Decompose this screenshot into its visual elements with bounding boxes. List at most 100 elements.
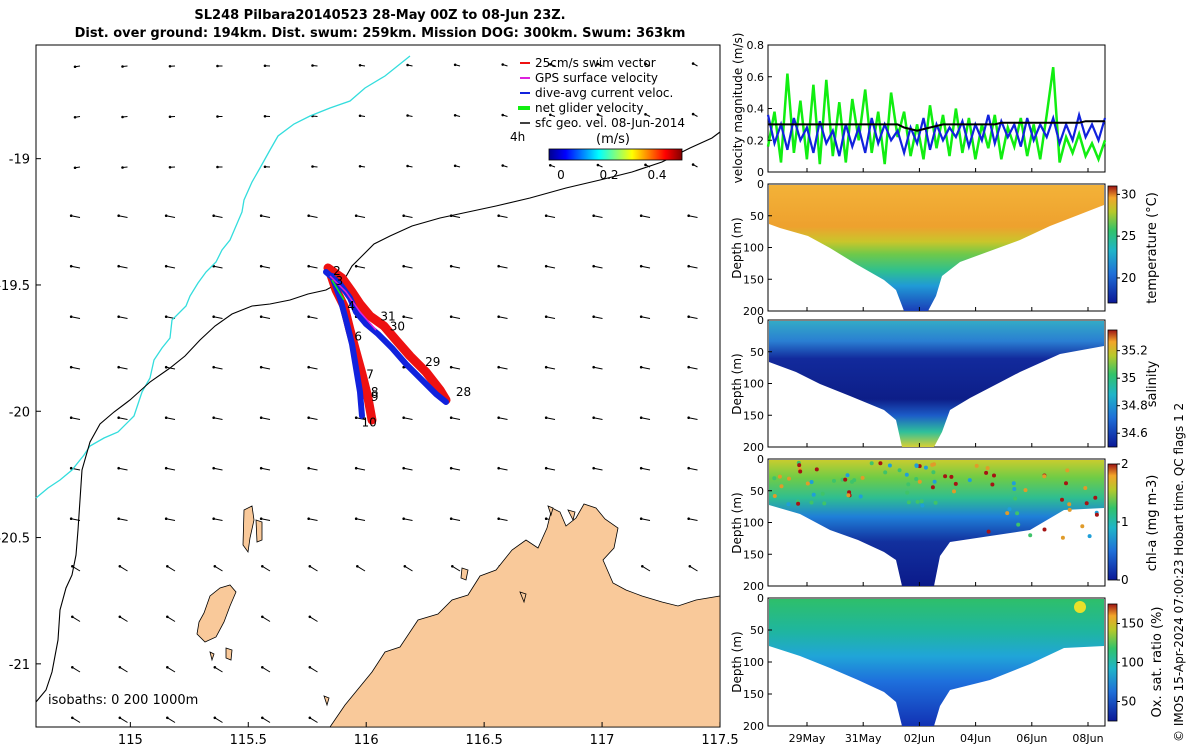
depth-tick-label: 200: [743, 720, 764, 733]
sfc-geo-arrow: [308, 316, 318, 319]
sfc-geo-arrow: [593, 265, 603, 269]
chla-sample-dot: [914, 477, 919, 481]
sfc-geo-arrow: [167, 616, 176, 622]
depth-tick-label: 0: [757, 453, 764, 466]
legend-note-4h: 4h: [510, 130, 525, 144]
sfc-geo-arrowhead: [117, 416, 120, 420]
sfc-geo-arrow: [72, 666, 81, 673]
map-x-axis: 115 115.5 116 116.5 117 117.5: [118, 722, 739, 748]
sfc-geo-arrowhead: [358, 63, 362, 67]
chla-sample-dot: [930, 462, 935, 467]
colorbar-tick-label: 25: [1121, 229, 1136, 243]
chla-sample-dot: [923, 465, 928, 470]
sfc-geo-arrow: [688, 467, 698, 471]
sfc-geo-arrowhead: [121, 65, 124, 68]
time-tick-label: 06Jun: [1016, 732, 1047, 745]
sfc-geo-arrowhead: [449, 517, 453, 521]
legend-item-swim: 25cm/s swim vector: [520, 56, 656, 70]
legend-label-gps: GPS surface velocity: [535, 71, 658, 85]
chla-sample-dot: [809, 480, 814, 484]
chla-sample-dot: [805, 481, 810, 486]
chla-sample-dot: [917, 479, 922, 484]
sfc-geo-arrow: [309, 717, 318, 723]
chla-samples: [772, 460, 1099, 540]
chla-sample-dot: [811, 492, 816, 497]
chla-sample-dot: [1042, 474, 1047, 479]
depth-tick-label: 50: [750, 346, 764, 359]
sfc-geo-arrowhead: [592, 466, 595, 470]
sfc-geo-arrow: [118, 467, 128, 471]
temperature-panel: Depth (m) 0 50 100 150 200 20 25 30 temperatur…: [730, 178, 1160, 318]
sfc-geo-arrow: [261, 417, 271, 420]
sfc-geo-arrow: [498, 366, 508, 370]
temperature-colorbar: [1107, 185, 1118, 304]
chla-sample-dot: [1011, 481, 1016, 486]
depth-tick-label: 200: [743, 441, 764, 454]
sfc-geo-arrowhead: [213, 716, 217, 720]
temperature-colorbar-label: temperature (°C): [1145, 192, 1160, 304]
sfc-geo-arrowhead: [166, 716, 169, 720]
sfc-geo-arrowhead: [118, 615, 122, 619]
sfc-geo-arrow: [213, 467, 223, 471]
velocity-y-tick-label: 0.2: [747, 134, 765, 147]
sfc-geo-arrowhead: [639, 517, 643, 521]
chla-colorbar-ticks: 0 1 2: [1117, 457, 1129, 587]
legend-label-net: net glider velocity: [535, 101, 643, 115]
colorbar-tick-label: 35: [1121, 371, 1136, 385]
legend-label-sfc-geo: sfc geo. vel. 08-Jun-2014: [535, 116, 685, 130]
chla-sample-dot: [787, 476, 791, 481]
salinity-colorbar-ticks: 34.6 34.8 35 35.2: [1117, 344, 1148, 440]
sfc-geo-arrowhead: [259, 315, 263, 319]
land-barrow-island: [196, 584, 237, 643]
sfc-geo-arrowhead: [307, 416, 310, 420]
sfc-geo-arrow: [118, 417, 128, 420]
sfc-geo-arrowhead: [544, 264, 548, 268]
sfc-geo-arrowhead: [118, 564, 122, 568]
sfc-geo-arrowhead: [592, 416, 595, 420]
sfc-geo-arrow: [546, 316, 556, 319]
sfc-geo-arrow: [213, 417, 223, 420]
sfc-geo-arrow: [404, 565, 413, 572]
sfc-geo-arrowhead: [544, 416, 548, 420]
sfc-geo-arrow: [308, 366, 318, 370]
track-day-label: 30: [390, 319, 405, 333]
sfc-geo-arrowhead: [164, 416, 168, 420]
map-y-tick-label: -20: [9, 405, 30, 420]
chla-sample-dot: [906, 482, 911, 487]
legend-label-dive-avg: dive-avg current veloc.: [535, 86, 673, 100]
depth-tick-label: 150: [743, 548, 764, 561]
chla-sample-dot: [897, 468, 902, 473]
sfc-geo-arrowhead: [307, 264, 310, 268]
sfc-geo-arrowhead: [449, 416, 453, 420]
sfc-geo-arrowhead: [69, 416, 73, 420]
sfc-geo-arrowhead: [691, 112, 695, 116]
sfc-geo-arrowhead: [259, 416, 263, 420]
map-colorbar-title: (m/s): [596, 132, 630, 147]
sfc-geo-arrow: [262, 565, 271, 572]
sfc-geo-arrowhead: [453, 63, 457, 67]
map-x-tick-label: 115.5: [230, 733, 267, 748]
oxygen-section: [769, 599, 1104, 726]
sfc-geo-arrow: [213, 265, 223, 269]
sfc-geo-arrow: [688, 265, 698, 269]
sfc-geo-arrowhead: [71, 716, 74, 720]
chla-sample-dot: [1093, 495, 1098, 500]
sfc-geo-arrow: [261, 316, 271, 319]
sfc-geo-arrow: [357, 565, 366, 572]
sfc-geo-arrow: [261, 215, 271, 218]
sfc-geo-arrowhead: [261, 615, 264, 619]
sfc-geo-arrowhead: [549, 163, 552, 167]
sfc-geo-arrowhead: [118, 716, 122, 720]
sfc-geo-arrow: [498, 215, 508, 218]
sfc-geo-arrow: [498, 316, 508, 319]
sfc-geo-arrowhead: [69, 264, 73, 268]
chla-sample-dot: [843, 477, 848, 482]
sfc-geo-arrowhead: [497, 416, 500, 420]
sfc-geo-arrowhead: [259, 365, 263, 369]
sfc-geo-arrow: [356, 518, 366, 521]
temperature-colorbar-ticks: 20 25 30: [1117, 187, 1136, 285]
sfc-geo-arrowhead: [592, 365, 595, 369]
track-day-label: 31: [380, 309, 395, 323]
time-x-axis: 29May 31May 02Jun 04Jun 06Jun 08Jun: [789, 168, 1104, 745]
sfc-geo-arrow: [498, 265, 508, 269]
